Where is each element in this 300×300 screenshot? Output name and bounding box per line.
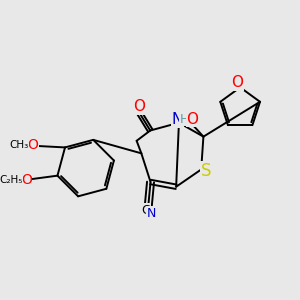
Text: N: N (172, 112, 183, 127)
Text: O: O (21, 173, 32, 187)
Text: C₂H₅: C₂H₅ (0, 175, 22, 185)
Text: O: O (231, 75, 243, 90)
Text: N: N (146, 207, 156, 220)
Text: H: H (179, 112, 189, 126)
Text: O: O (186, 112, 198, 127)
Text: O: O (27, 139, 38, 152)
Text: O: O (133, 99, 145, 114)
Text: CH₃: CH₃ (9, 140, 28, 151)
Text: S: S (201, 162, 211, 180)
Text: C: C (142, 204, 151, 217)
